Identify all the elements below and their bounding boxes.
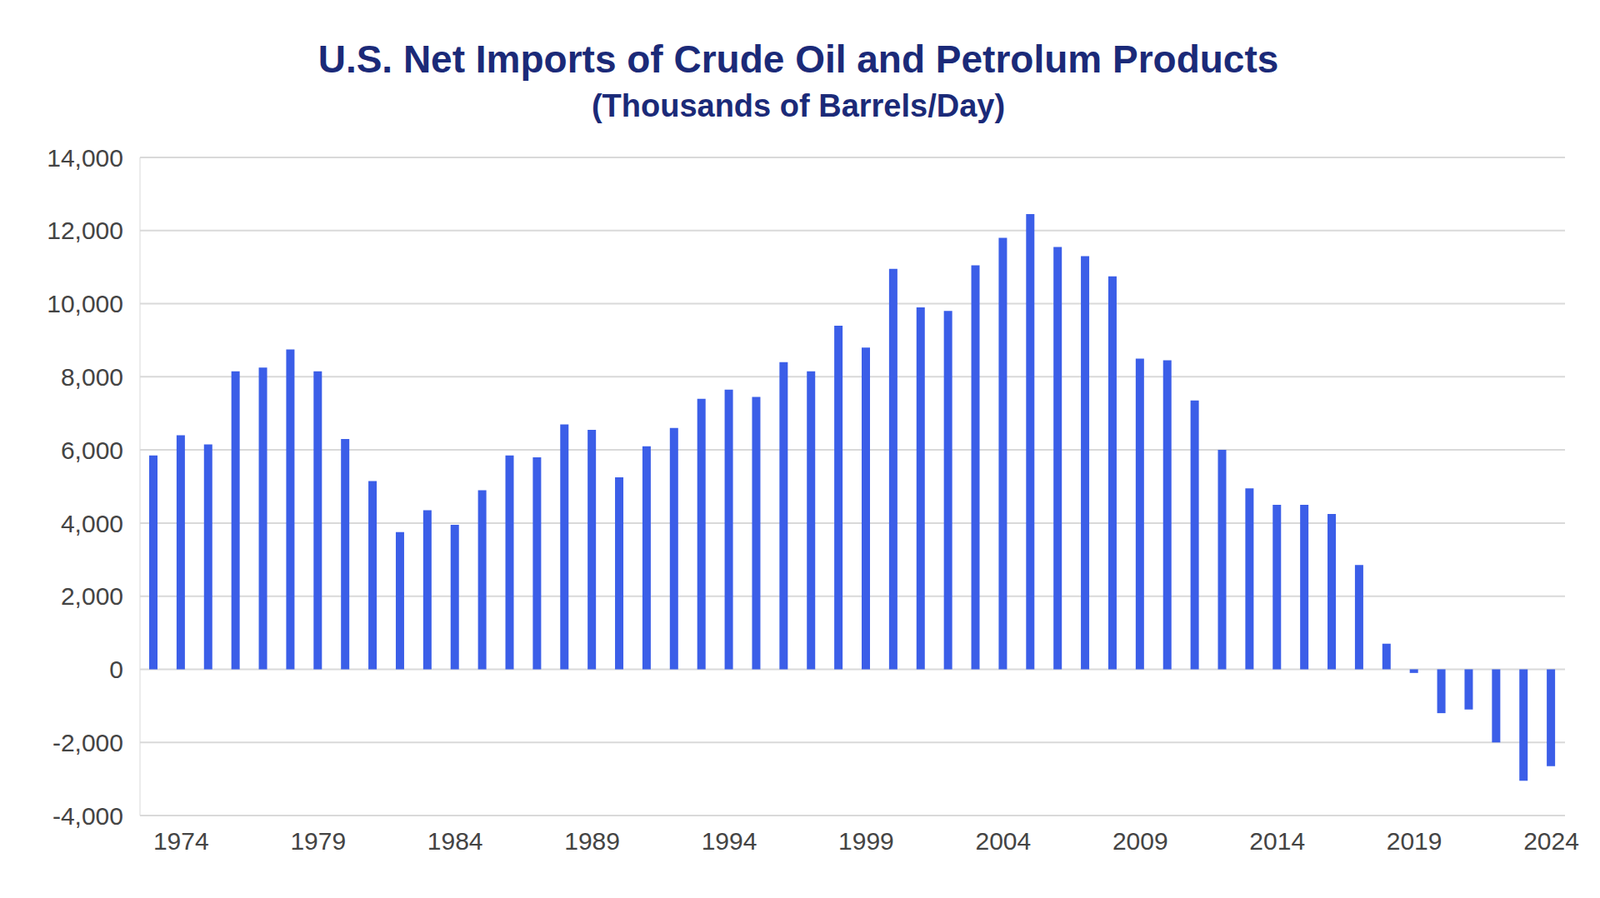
svg-text:1979: 1979 (290, 827, 346, 855)
svg-text:1994: 1994 (701, 827, 758, 855)
svg-text:2,000: 2,000 (60, 582, 124, 610)
svg-text:2014: 2014 (1249, 827, 1305, 855)
svg-text:2019: 2019 (1386, 827, 1443, 855)
svg-text:12,000: 12,000 (46, 216, 124, 245)
svg-text:10,000: 10,000 (46, 290, 124, 318)
svg-text:2004: 2004 (975, 827, 1031, 855)
html-text:U.S. Net Imports of Crude Oil: U.S. Net Imports of Crude Oil and Petrol… (318, 37, 1279, 81)
svg-text:1999: 1999 (838, 827, 895, 855)
svg-text:14,000: 14,000 (46, 144, 124, 172)
svg-text:6,000: 6,000 (60, 436, 124, 465)
svg-text:2024: 2024 (1523, 827, 1580, 855)
svg-text:2009: 2009 (1112, 827, 1169, 855)
html-text:(Thousands of Barrels/Day): (Thousands of Barrels/Day) (591, 88, 1006, 124)
svg-text:0: 0 (109, 655, 124, 684)
svg-text:8,000: 8,000 (60, 363, 124, 391)
svg-text:1984: 1984 (427, 827, 484, 855)
svg-text:4,000: 4,000 (60, 510, 124, 538)
svg-text:-2,000: -2,000 (52, 729, 124, 757)
svg-text:1989: 1989 (564, 827, 620, 855)
svg-text:1974: 1974 (153, 827, 210, 855)
svg-text:-4,000: -4,000 (52, 802, 124, 830)
